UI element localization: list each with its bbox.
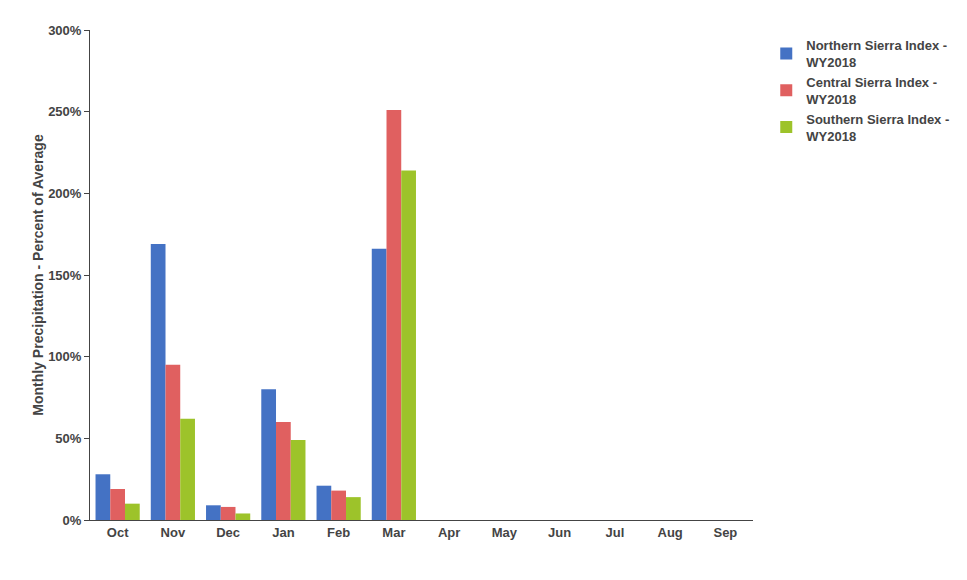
- svg-text:Monthly Precipitation - Percen: Monthly Precipitation - Percent of Avera…: [30, 134, 46, 416]
- svg-text:Oct: Oct: [107, 525, 129, 540]
- svg-text:Northern Sierra Index -WY2018: Northern Sierra Index -WY2018: [806, 38, 947, 70]
- svg-text:Sep: Sep: [713, 525, 737, 540]
- svg-text:50%: 50%: [55, 431, 81, 446]
- svg-text:May: May: [492, 525, 518, 540]
- svg-text:200%: 200%: [48, 186, 82, 201]
- svg-text:150%: 150%: [48, 268, 82, 283]
- svg-text:Jun: Jun: [548, 525, 571, 540]
- svg-text:0%: 0%: [63, 513, 82, 528]
- svg-text:Southern Sierra Index -WY2018: Southern Sierra Index -WY2018: [806, 112, 949, 144]
- svg-text:100%: 100%: [48, 349, 82, 364]
- svg-text:Apr: Apr: [438, 525, 460, 540]
- svg-text:Central Sierra Index -WY2018: Central Sierra Index -WY2018: [806, 75, 937, 107]
- svg-text:Dec: Dec: [216, 525, 240, 540]
- svg-text:Jul: Jul: [605, 525, 624, 540]
- svg-text:Jan: Jan: [272, 525, 294, 540]
- svg-text:250%: 250%: [48, 104, 82, 119]
- svg-text:Mar: Mar: [382, 525, 405, 540]
- svg-text:Feb: Feb: [327, 525, 350, 540]
- svg-text:Aug: Aug: [657, 525, 682, 540]
- svg-text:300%: 300%: [48, 23, 82, 38]
- svg-text:Nov: Nov: [161, 525, 186, 540]
